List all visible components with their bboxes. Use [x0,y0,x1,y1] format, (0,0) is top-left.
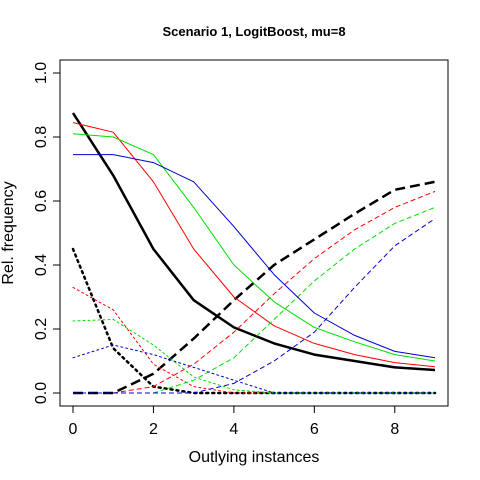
x-tick-label: 6 [310,421,319,438]
chart-title: Scenario 1, LogitBoost, mu=8 [162,24,345,39]
series-line-2 [73,180,436,395]
series-line-4 [72,122,436,368]
y-tick-label: 0.8 [33,126,50,148]
x-tick-label: 8 [390,421,399,438]
y-tick-label: 0.0 [33,382,50,404]
y-tick-label: 0.2 [33,318,50,340]
series-layer [71,112,437,395]
x-axis-label: Outlying instances [189,449,320,466]
y-tick-label: 0.6 [33,190,50,212]
series-line-10 [73,154,436,359]
y-axis-label: Rel. frequency [0,181,17,284]
x-axis: 0 2 4 6 8 [69,405,399,438]
y-tick-label: 1.0 [33,62,50,84]
series-line-9 [72,318,436,394]
series-line-12 [72,344,436,394]
series-line-11 [73,218,436,394]
x-tick-label: 4 [229,421,238,438]
x-tick-label: 0 [69,421,78,438]
y-axis: 0.0 0.2 0.4 0.6 0.8 1.0 [33,62,61,404]
y-tick-label: 0.4 [33,254,50,276]
x-tick-label: 2 [149,421,158,438]
series-line-5 [73,190,436,394]
series-line-6 [72,286,436,394]
series-line-1 [71,112,436,372]
series-line-3 [71,247,437,395]
series-line-7 [72,133,436,362]
